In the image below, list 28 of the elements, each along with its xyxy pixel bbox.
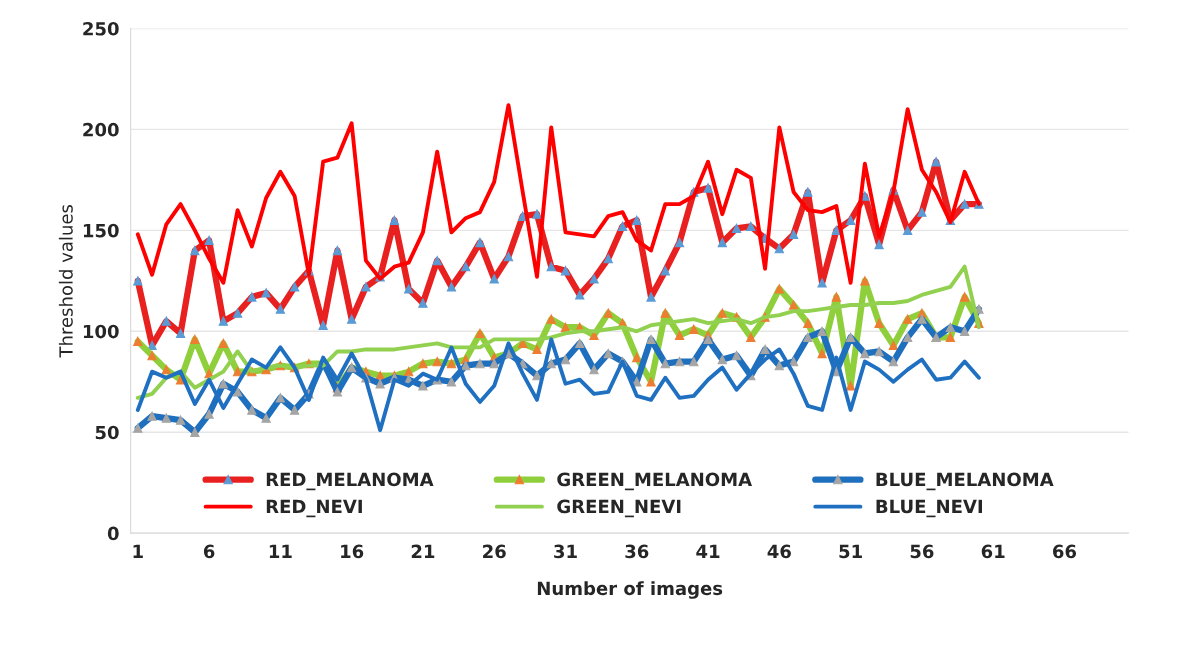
legend-label: GREEN_MELANOMA bbox=[557, 472, 753, 491]
x-tick-label: 61 bbox=[981, 544, 1005, 559]
legend-label: BLUE_NEVI bbox=[876, 499, 982, 518]
x-tick-label: 46 bbox=[767, 544, 791, 559]
x-tick-label: 21 bbox=[411, 544, 435, 558]
x-tick-label: 31 bbox=[554, 544, 577, 559]
legend-label: RED_NEVI bbox=[266, 499, 362, 518]
x-tick-label: 41 bbox=[696, 544, 720, 558]
x-tick-label: 51 bbox=[839, 544, 862, 559]
y-tick-label: 150 bbox=[83, 223, 119, 238]
x-tick-label: 6 bbox=[203, 544, 215, 559]
x-tick-label: 66 bbox=[1053, 544, 1077, 559]
legend-label: RED_MELANOMA bbox=[266, 472, 434, 491]
x-tick-label: 36 bbox=[625, 544, 649, 559]
y-tick-label: 100 bbox=[83, 324, 119, 339]
y-tick-label: 200 bbox=[83, 122, 119, 137]
legend-label: BLUE_MELANOMA bbox=[876, 472, 1054, 491]
y-tick-label: 250 bbox=[83, 21, 119, 36]
x-tick-label: 1 bbox=[133, 544, 143, 558]
x-tick-label: 11 bbox=[269, 544, 292, 558]
x-tick-label: 26 bbox=[483, 544, 506, 559]
x-tick-label: 56 bbox=[910, 544, 934, 559]
y-tick-label: 50 bbox=[95, 425, 119, 440]
x-axis-title: Number of images bbox=[537, 581, 723, 599]
x-tick-label: 16 bbox=[341, 544, 364, 559]
legend-label: GREEN_NEVI bbox=[557, 499, 681, 518]
y-axis-title: Threshold values bbox=[58, 204, 73, 358]
y-tick-label: 0 bbox=[107, 526, 119, 541]
